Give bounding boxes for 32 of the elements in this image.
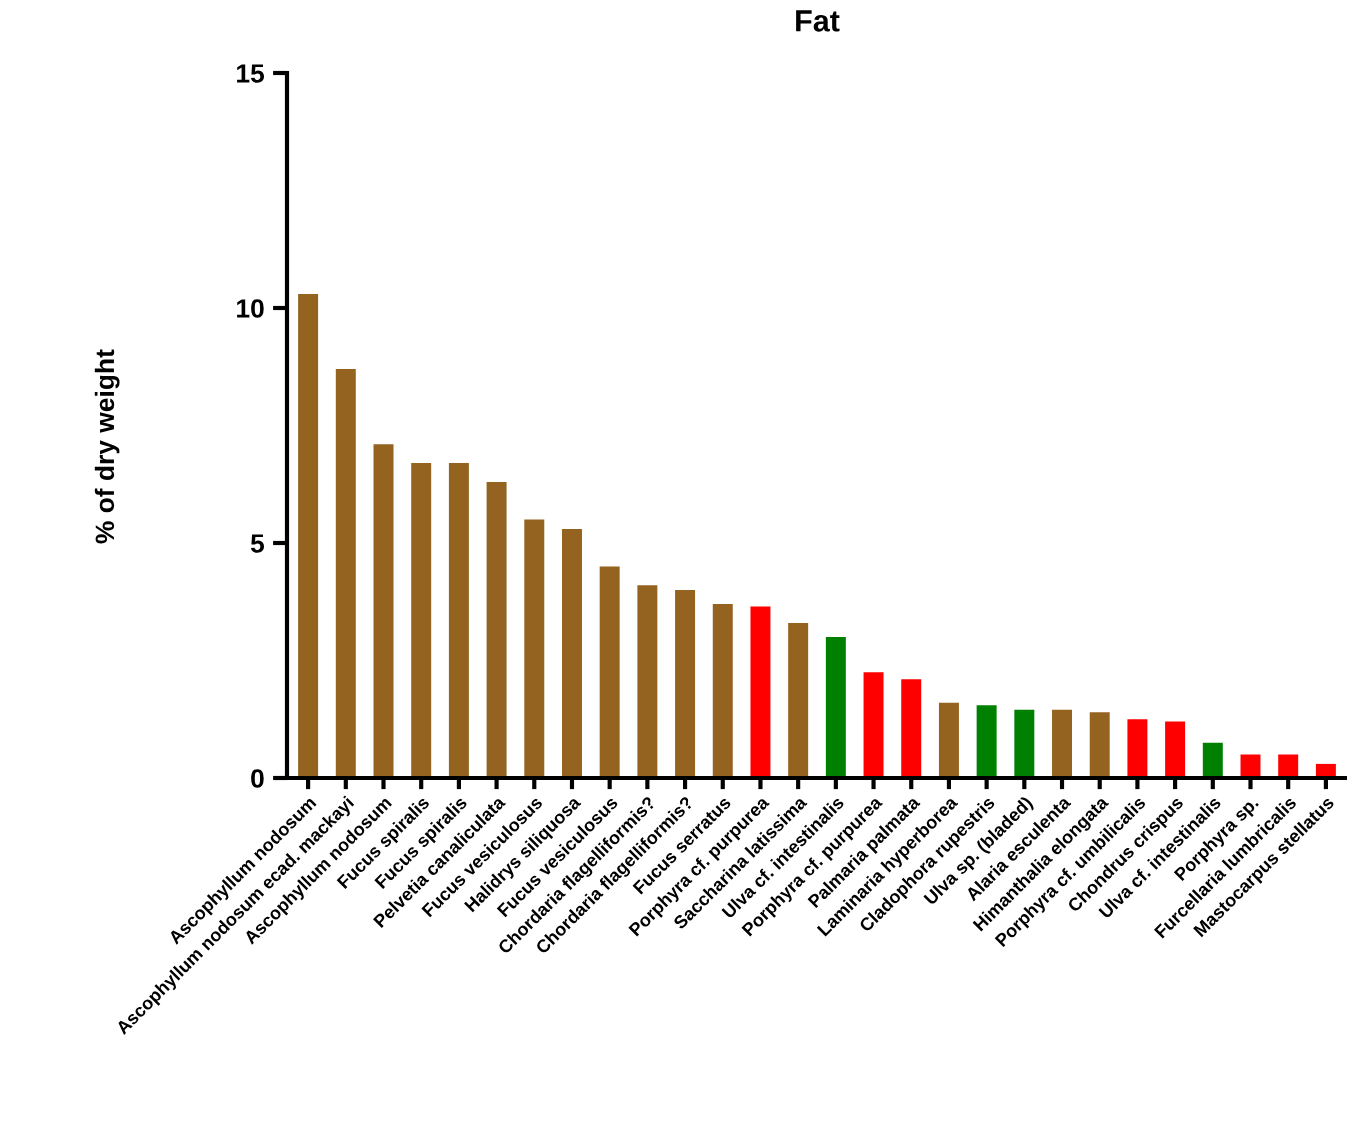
bar bbox=[335, 369, 356, 778]
bar bbox=[938, 702, 959, 778]
bar bbox=[1089, 712, 1110, 778]
bar bbox=[976, 705, 997, 778]
bar bbox=[448, 463, 469, 778]
bar bbox=[675, 590, 696, 778]
bar bbox=[524, 519, 545, 778]
bar bbox=[901, 679, 922, 778]
bar bbox=[1127, 719, 1148, 778]
bar bbox=[298, 293, 319, 778]
bar bbox=[561, 528, 582, 778]
bar bbox=[1052, 709, 1073, 778]
y-axis-title: % of dry weight bbox=[94, 349, 120, 544]
chart-title: Fat bbox=[796, 10, 840, 32]
bar bbox=[637, 585, 658, 778]
bar bbox=[825, 637, 846, 778]
bar bbox=[788, 622, 809, 778]
y-tick-label: 10 bbox=[237, 299, 264, 318]
bar bbox=[712, 604, 733, 778]
y-tick-label: 15 bbox=[237, 64, 265, 83]
y-tick-label: 5 bbox=[250, 534, 265, 553]
bar bbox=[1014, 709, 1035, 778]
bar bbox=[1278, 754, 1299, 778]
bar bbox=[411, 463, 432, 778]
y-tick-label: 0 bbox=[251, 769, 264, 788]
bar bbox=[1202, 742, 1223, 778]
bar bbox=[750, 606, 771, 778]
bar bbox=[486, 481, 507, 778]
bar bbox=[863, 672, 884, 778]
bar bbox=[373, 444, 394, 778]
bar bbox=[1165, 721, 1186, 778]
bar bbox=[599, 566, 620, 778]
